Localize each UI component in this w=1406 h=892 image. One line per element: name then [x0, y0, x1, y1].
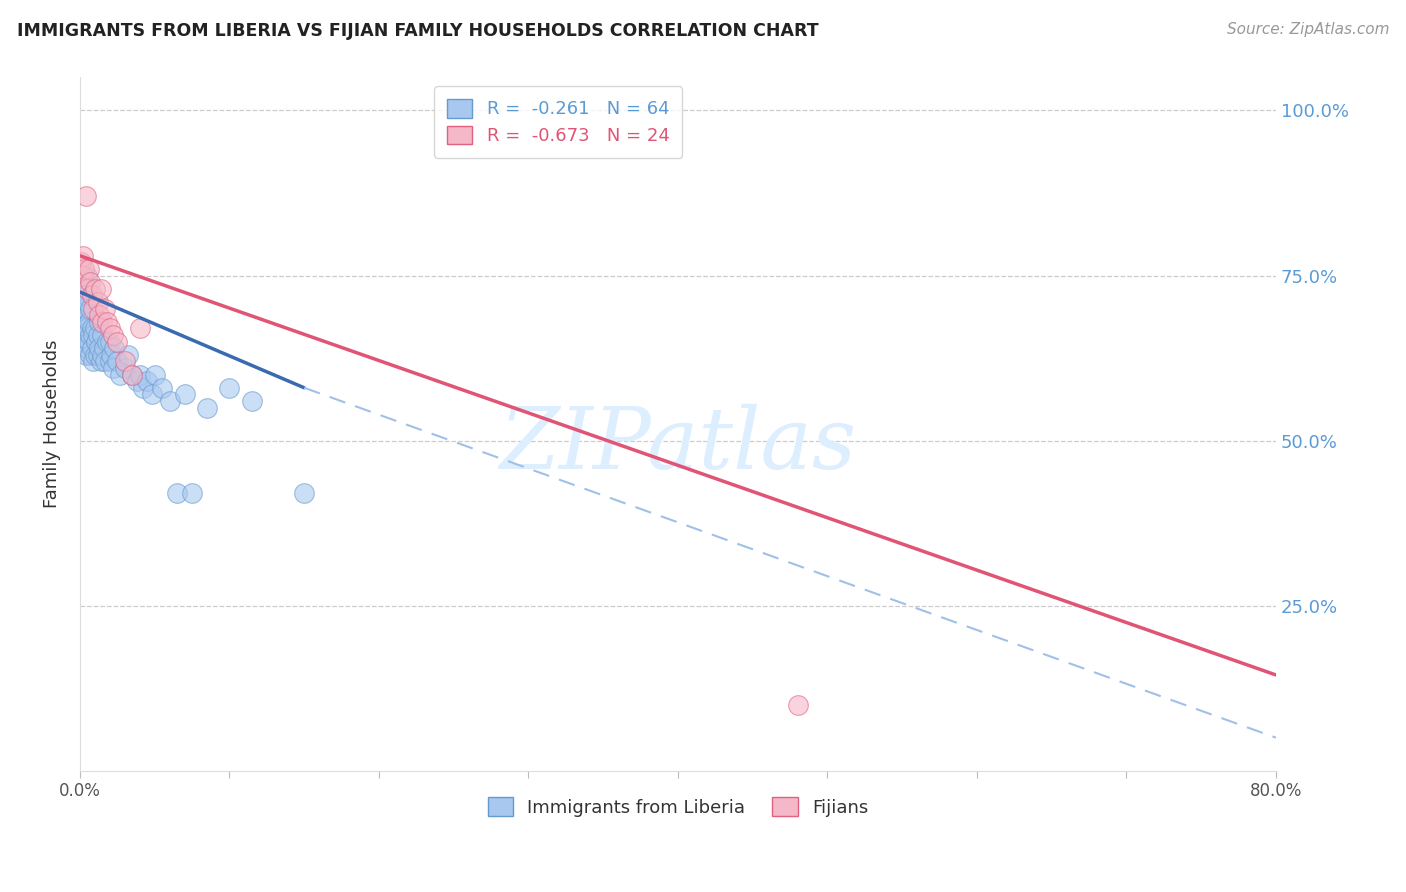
Point — [110, 368, 132, 382]
Point — [91, 315, 114, 329]
Point — [76, 282, 98, 296]
Point — [292, 486, 315, 500]
Point — [87, 294, 110, 309]
Point — [159, 394, 181, 409]
Point — [75, 327, 97, 342]
Point — [150, 381, 173, 395]
Legend: Immigrants from Liberia, Fijians: Immigrants from Liberia, Fijians — [481, 790, 876, 824]
Point — [87, 327, 110, 342]
Point — [121, 368, 143, 382]
Point — [80, 341, 103, 355]
Point — [181, 486, 204, 500]
Point — [80, 321, 103, 335]
Point — [125, 374, 148, 388]
Point — [82, 354, 104, 368]
Point — [72, 268, 94, 283]
Text: IMMIGRANTS FROM LIBERIA VS FIJIAN FAMILY HOUSEHOLDS CORRELATION CHART: IMMIGRANTS FROM LIBERIA VS FIJIAN FAMILY… — [17, 22, 818, 40]
Point — [79, 348, 101, 362]
Point — [240, 394, 263, 409]
Point — [83, 282, 105, 296]
Point — [136, 374, 159, 388]
Point — [173, 387, 195, 401]
Y-axis label: Family Households: Family Households — [44, 340, 60, 508]
Point — [87, 348, 110, 362]
Point — [89, 315, 111, 329]
Point — [89, 341, 111, 355]
Text: Source: ZipAtlas.com: Source: ZipAtlas.com — [1226, 22, 1389, 37]
Point — [96, 334, 118, 349]
Point — [83, 348, 105, 362]
Point — [77, 315, 100, 329]
Point — [121, 368, 143, 382]
Point — [73, 301, 96, 316]
Point — [166, 486, 188, 500]
Point — [94, 301, 117, 316]
Point — [98, 334, 121, 349]
Point — [98, 321, 121, 335]
Point — [73, 334, 96, 349]
Point — [75, 301, 97, 316]
Point — [101, 360, 124, 375]
Point — [75, 348, 97, 362]
Point — [90, 354, 112, 368]
Point — [195, 401, 218, 415]
Point — [79, 327, 101, 342]
Point — [100, 348, 122, 362]
Point — [76, 321, 98, 335]
Point — [82, 301, 104, 316]
Point — [73, 308, 96, 322]
Point — [70, 315, 93, 329]
Point — [75, 189, 97, 203]
Point — [786, 698, 808, 712]
Point — [77, 261, 100, 276]
Point — [80, 288, 103, 302]
Point — [91, 327, 114, 342]
Point — [128, 368, 150, 382]
Point — [114, 360, 136, 375]
Point — [86, 334, 108, 349]
Point — [114, 354, 136, 368]
Point — [89, 308, 111, 322]
Point — [72, 275, 94, 289]
Point — [75, 288, 97, 302]
Point — [91, 348, 114, 362]
Point — [94, 354, 117, 368]
Point — [76, 341, 98, 355]
Point — [72, 321, 94, 335]
Point — [70, 255, 93, 269]
Point — [218, 381, 240, 395]
Point — [96, 315, 118, 329]
Text: ZIPatlas: ZIPatlas — [499, 403, 856, 486]
Point — [117, 348, 139, 362]
Point — [103, 341, 125, 355]
Point — [101, 327, 124, 342]
Point — [128, 321, 150, 335]
Point — [70, 288, 93, 302]
Point — [72, 249, 94, 263]
Point — [90, 282, 112, 296]
Point — [79, 301, 101, 316]
Point — [105, 334, 128, 349]
Point — [141, 387, 163, 401]
Point — [79, 275, 101, 289]
Point — [76, 294, 98, 309]
Point — [76, 268, 98, 283]
Point — [105, 354, 128, 368]
Point — [131, 381, 153, 395]
Point — [98, 354, 121, 368]
Point — [73, 261, 96, 276]
Point — [77, 334, 100, 349]
Point — [72, 294, 94, 309]
Point — [73, 282, 96, 296]
Point — [93, 341, 115, 355]
Point — [83, 321, 105, 335]
Point — [143, 368, 166, 382]
Point — [82, 327, 104, 342]
